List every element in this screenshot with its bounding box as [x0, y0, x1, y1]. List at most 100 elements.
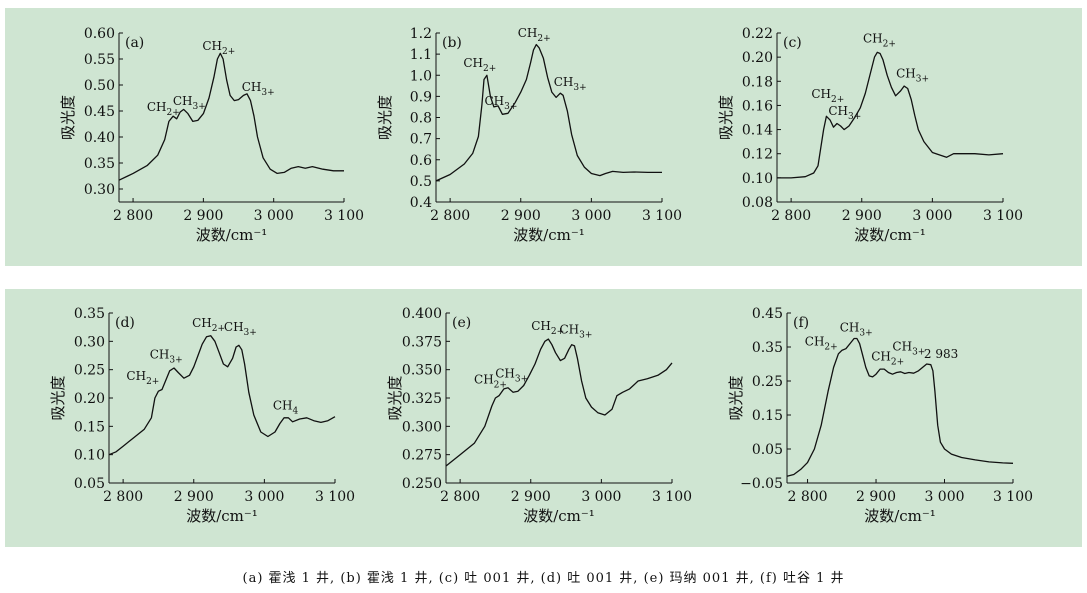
y-tick-label: 0.05: [752, 442, 783, 458]
x-axis-label: 波数/cm⁻¹: [864, 507, 936, 525]
y-axis-label: 吸光度: [49, 375, 67, 420]
peak-annotation: CH2+: [531, 319, 564, 337]
x-tick-label: 2 900: [501, 208, 541, 224]
y-tick-label: 0.30: [84, 182, 115, 198]
spectrum-line: [445, 338, 673, 467]
peak-annotation: CH3+: [224, 320, 257, 338]
panel-label: (b): [442, 35, 462, 51]
peak-annotation: CH3+: [485, 94, 518, 112]
y-tick-label: 0.400: [402, 306, 442, 322]
x-axis-label: 波数/cm⁻¹: [513, 226, 585, 244]
peak-annotation: CH2+: [463, 56, 496, 74]
peak-annotation: CH3+: [150, 347, 183, 365]
peak-annotation: CH3+: [559, 322, 592, 340]
peak-annotation: CH2+: [202, 39, 235, 57]
y-tick-label: 0.22: [742, 26, 773, 42]
y-tick-label: 0.14: [742, 123, 773, 139]
y-tick-label: 0.6: [410, 153, 432, 169]
peak-annotation: CH2+: [805, 334, 838, 352]
y-tick-label: 0.8: [410, 111, 432, 127]
x-tick-label: 2 900: [511, 489, 551, 505]
peak-annotation: CH2+: [147, 100, 180, 118]
y-tick-label: 0.5: [410, 174, 432, 190]
x-tick-label: 2 800: [113, 208, 153, 224]
y-tick-label: 0.12: [742, 147, 773, 163]
y-axis-label: 吸光度: [59, 95, 77, 140]
y-tick-label: 0.16: [742, 98, 773, 114]
y-tick-label: 1.2: [410, 26, 432, 42]
x-tick-label: 3 000: [924, 489, 964, 505]
x-tick-label: 3 000: [581, 489, 621, 505]
y-tick-label: 0.18: [742, 74, 773, 90]
x-tick-label: 3 100: [642, 208, 682, 224]
peak-annotation: CH3+: [554, 75, 587, 93]
x-tick-label: 3 000: [912, 208, 952, 224]
x-axis-label: 波数/cm⁻¹: [854, 226, 926, 244]
y-tick-label: 0.60: [84, 26, 115, 42]
x-tick-label: 2 900: [174, 489, 214, 505]
peak-annotation: CH2+: [126, 369, 159, 387]
x-tick-label: 3 100: [324, 208, 364, 224]
y-tick-label: 0.55: [84, 52, 115, 68]
y-tick-label: 0.9: [410, 89, 432, 105]
y-tick-label: 0.35: [74, 306, 105, 322]
peak-annotation: CH3+: [828, 104, 861, 122]
peak-annotation: CH2+: [863, 32, 896, 50]
peak-annotation: CH3+: [173, 94, 206, 112]
peak-annotation: CH2+: [192, 316, 225, 334]
y-tick-label: 0.35: [84, 156, 115, 172]
y-tick-label: 0.250: [402, 476, 442, 492]
y-tick-label: 0.350: [402, 363, 442, 379]
x-tick-label: 2 800: [787, 489, 827, 505]
peak-annotation: CH3+: [840, 321, 873, 339]
x-tick-label: 3 100: [993, 489, 1033, 505]
peak-annotation: CH3+: [495, 367, 528, 385]
x-tick-label: 3 100: [652, 489, 692, 505]
x-tick-label: 3 100: [983, 208, 1023, 224]
y-tick-label: 0.25: [752, 374, 783, 390]
x-axis-label: 波数/cm⁻¹: [196, 226, 268, 244]
panel-label: (d): [115, 315, 135, 331]
panel-label: (e): [452, 315, 471, 331]
y-tick-label: 0.15: [752, 408, 783, 424]
y-axis-label: 吸光度: [727, 375, 745, 420]
y-tick-label: 0.20: [74, 391, 105, 407]
x-tick-label: 2 800: [440, 489, 480, 505]
x-tick-label: 2 900: [183, 208, 223, 224]
y-tick-label: 0.40: [84, 130, 115, 146]
y-tick-label: 0.20: [742, 50, 773, 66]
y-axis-label: 吸光度: [717, 95, 735, 140]
x-tick-label: 3 000: [244, 489, 284, 505]
x-tick-label: 3 100: [315, 489, 355, 505]
spectrum-line: [118, 52, 344, 181]
peak-annotation: CH2+: [811, 87, 844, 105]
panel-row-top: [5, 8, 1082, 266]
panel-label: (c): [783, 35, 802, 51]
x-axis-label: 波数/cm⁻¹: [186, 507, 258, 525]
peak-annotation: 2 983: [924, 347, 958, 361]
x-tick-label: 2 800: [430, 208, 470, 224]
figure-caption: (a) 霍浅 1 井, (b) 霍浅 1 井, (c) 吐 001 井, (d)…: [242, 571, 845, 586]
y-tick-label: 1.1: [410, 47, 432, 63]
y-tick-label: 0.275: [402, 448, 442, 464]
peak-annotation: CH3+: [892, 339, 925, 357]
y-tick-label: 0.325: [402, 391, 442, 407]
y-tick-label: 1.0: [410, 68, 432, 84]
y-tick-label: 0.4: [410, 195, 432, 211]
y-tick-label: 0.375: [402, 334, 442, 350]
y-tick-label: 0.45: [84, 104, 115, 120]
y-tick-label: 0.15: [74, 419, 105, 435]
spectrum-line: [777, 51, 1004, 179]
y-tick-label: 0.05: [74, 476, 105, 492]
x-tick-label: 2 900: [842, 208, 882, 224]
x-tick-label: 2 800: [771, 208, 811, 224]
peak-annotation: CH2+: [871, 350, 904, 368]
y-tick-label: 0.10: [74, 448, 105, 464]
y-tick-label: 0.10: [742, 171, 773, 187]
peak-annotation: CH2+: [518, 26, 551, 44]
y-tick-label: 0.45: [752, 306, 783, 322]
